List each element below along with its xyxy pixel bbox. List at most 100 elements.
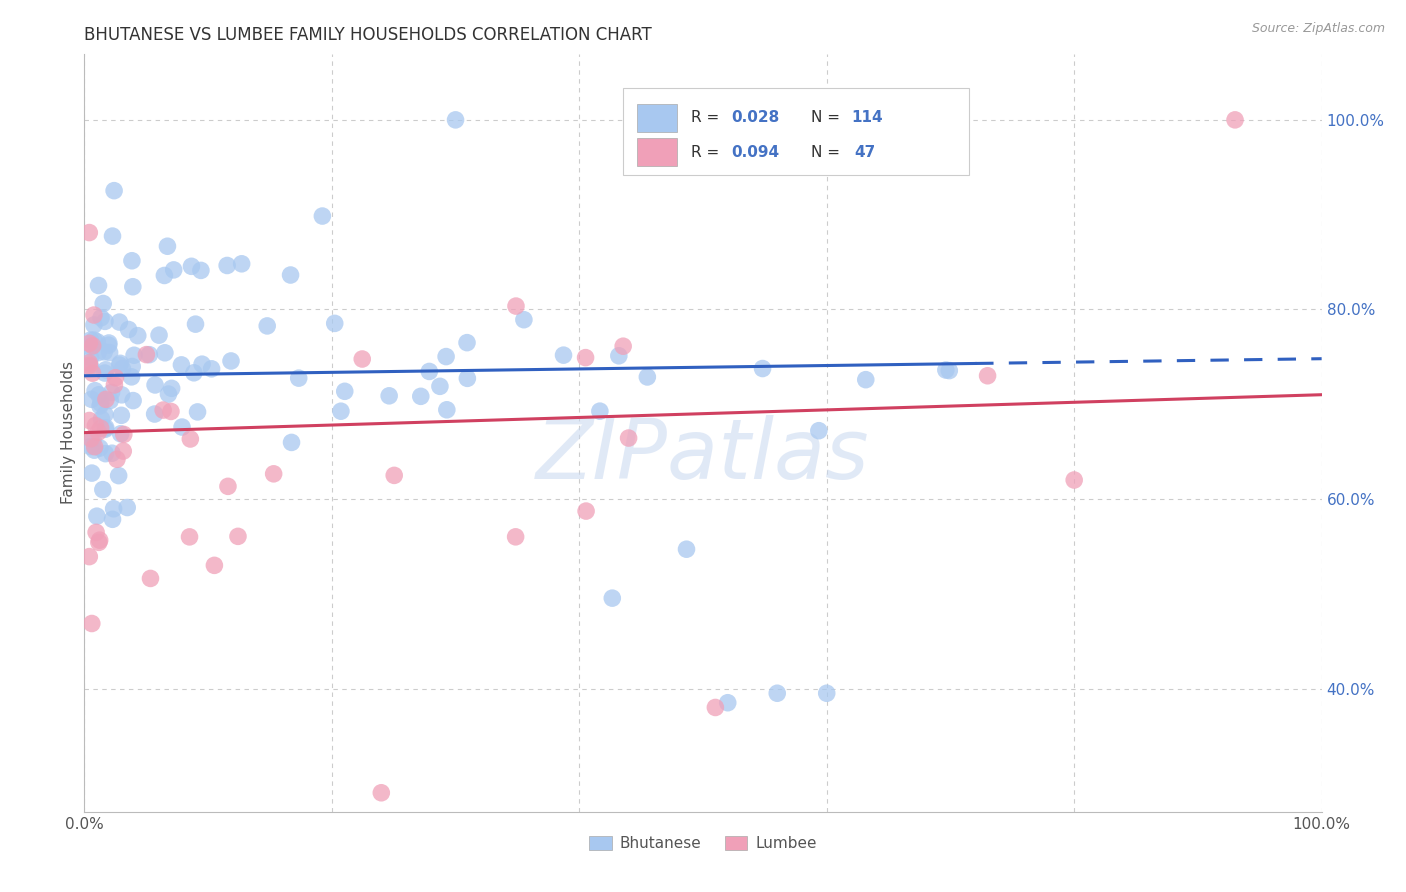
Bhutanese: [79, 340, 101, 354]
Bhutanese: [323, 317, 346, 331]
Bhutanese: [607, 349, 630, 363]
Bhutanese: [418, 364, 440, 378]
Bhutanese: [84, 384, 107, 398]
Bhutanese: [157, 387, 180, 401]
Bhutanese: [200, 361, 222, 376]
Lumbee: [80, 616, 103, 631]
Bhutanese: [219, 354, 242, 368]
Lumbee: [352, 351, 374, 366]
Text: N =: N =: [811, 111, 845, 126]
Bhutanese: [122, 348, 145, 362]
Lumbee: [112, 427, 135, 442]
Text: Source: ZipAtlas.com: Source: ZipAtlas.com: [1251, 22, 1385, 36]
Bhutanese: [938, 363, 960, 377]
Bhutanese: [93, 344, 115, 359]
Lumbee: [79, 336, 101, 351]
Bhutanese: [589, 404, 612, 418]
Lumbee: [574, 351, 596, 365]
Bhutanese: [79, 333, 101, 347]
Bhutanese: [101, 446, 124, 460]
Bhutanese: [97, 338, 120, 352]
Bhutanese: [89, 399, 111, 413]
Bhutanese: [877, 112, 900, 127]
Bhutanese: [94, 314, 117, 328]
Bhutanese: [87, 345, 110, 359]
Bhutanese: [751, 361, 773, 376]
Bhutanese: [287, 371, 309, 385]
Bhutanese: [98, 345, 121, 359]
Bhutanese: [79, 359, 101, 374]
Bhutanese: [456, 335, 478, 350]
Bhutanese: [183, 366, 205, 380]
Bhutanese: [553, 348, 575, 362]
Lumbee: [80, 432, 103, 446]
Bhutanese: [111, 361, 134, 376]
Bhutanese: [436, 402, 458, 417]
Bhutanese: [115, 500, 138, 515]
Text: BHUTANESE VS LUMBEE FAMILY HOUSEHOLDS CORRELATION CHART: BHUTANESE VS LUMBEE FAMILY HOUSEHOLDS CO…: [84, 26, 652, 44]
Bhutanese: [90, 396, 112, 410]
Bhutanese: [717, 696, 740, 710]
Text: 0.028: 0.028: [731, 111, 780, 126]
Bhutanese: [91, 483, 114, 497]
Bhutanese: [79, 440, 101, 454]
Bhutanese: [807, 424, 830, 438]
Bhutanese: [89, 441, 111, 455]
Bhutanese: [87, 278, 110, 293]
Bhutanese: [121, 253, 143, 268]
Bhutanese: [94, 366, 117, 380]
Lumbee: [79, 226, 101, 240]
Bhutanese: [191, 357, 214, 371]
Bhutanese: [935, 363, 957, 377]
Bhutanese: [127, 328, 149, 343]
Y-axis label: Family Households: Family Households: [60, 361, 76, 504]
Bhutanese: [256, 318, 278, 333]
Bhutanese: [122, 393, 145, 408]
Bhutanese: [110, 426, 132, 441]
Bhutanese: [94, 408, 117, 422]
Bhutanese: [90, 412, 112, 426]
Bhutanese: [79, 351, 101, 365]
Text: ZIPatlas: ZIPatlas: [536, 415, 870, 496]
Bhutanese: [83, 318, 105, 332]
Bhutanese: [94, 447, 117, 461]
Bhutanese: [153, 268, 176, 283]
Bhutanese: [156, 239, 179, 253]
Bhutanese: [87, 388, 110, 402]
Lumbee: [217, 479, 239, 493]
Bhutanese: [333, 384, 356, 399]
Bhutanese: [107, 468, 129, 483]
Bhutanese: [83, 443, 105, 458]
Bhutanese: [153, 346, 176, 360]
Bhutanese: [121, 369, 143, 384]
Bhutanese: [111, 388, 134, 402]
Bhutanese: [83, 333, 105, 347]
Lumbee: [90, 421, 112, 435]
Lumbee: [152, 403, 174, 417]
Bhutanese: [329, 404, 352, 418]
Lumbee: [179, 432, 201, 446]
Bhutanese: [855, 373, 877, 387]
Bhutanese: [138, 348, 160, 362]
Lumbee: [135, 348, 157, 362]
Lumbee: [617, 431, 640, 445]
FancyBboxPatch shape: [637, 137, 678, 167]
Bhutanese: [90, 310, 112, 325]
Text: 114: 114: [852, 111, 883, 126]
Lumbee: [82, 339, 104, 353]
Bhutanese: [148, 328, 170, 343]
Lumbee: [226, 529, 249, 543]
Lumbee: [83, 440, 105, 454]
Bhutanese: [636, 370, 658, 384]
Lumbee: [370, 786, 392, 800]
Bhutanese: [94, 422, 117, 436]
Lumbee: [1063, 473, 1085, 487]
Bhutanese: [98, 393, 121, 408]
Bhutanese: [86, 334, 108, 349]
Bhutanese: [675, 542, 697, 557]
Bhutanese: [82, 433, 104, 447]
Lumbee: [263, 467, 285, 481]
Bhutanese: [91, 296, 114, 310]
Lumbee: [575, 504, 598, 518]
Lumbee: [79, 413, 101, 427]
